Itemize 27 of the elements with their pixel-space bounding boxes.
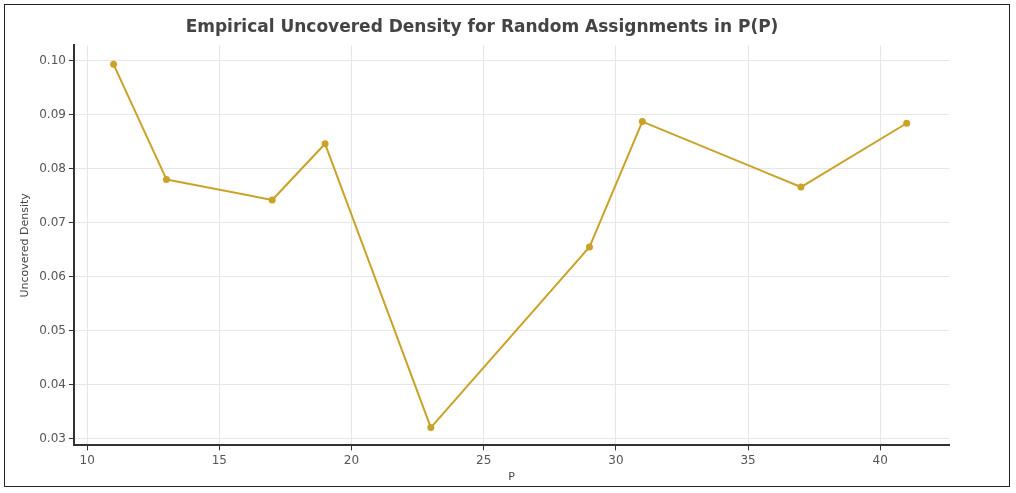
point (110, 60, 118, 68)
point (638, 118, 646, 126)
chart-title: Empirical Uncovered Density for Random Assignments in P(P) (185, 15, 779, 36)
point (268, 196, 276, 204)
x-tick-label: 40 (872, 452, 888, 467)
x-tick-label: 20 (343, 452, 360, 467)
point (585, 243, 593, 251)
y-axis-title: Uncovered Density (18, 192, 32, 298)
x-tick-label: 10 (79, 452, 95, 467)
x-tick-label: 15 (211, 452, 227, 467)
point (903, 119, 911, 127)
x-tick-label: 30 (608, 452, 624, 467)
y-tick-label: 0.04 (39, 376, 66, 391)
point (427, 424, 435, 432)
y-tick-label: 0.06 (39, 268, 66, 283)
x-axis-title: P (508, 470, 516, 484)
point (162, 175, 170, 183)
y-tick-label: 0.05 (39, 322, 66, 337)
y-tick-label: 0.08 (39, 160, 66, 175)
y-tick-label: 0.09 (39, 106, 66, 121)
x-tick-label: 35 (740, 452, 756, 467)
y-tick-label: 0.07 (39, 214, 66, 229)
y-tick-label: 0.03 (39, 431, 66, 446)
x-tick-label: 25 (476, 452, 492, 467)
point (321, 140, 329, 148)
y-tick-label: 0.10 (39, 52, 66, 67)
point (797, 183, 805, 191)
